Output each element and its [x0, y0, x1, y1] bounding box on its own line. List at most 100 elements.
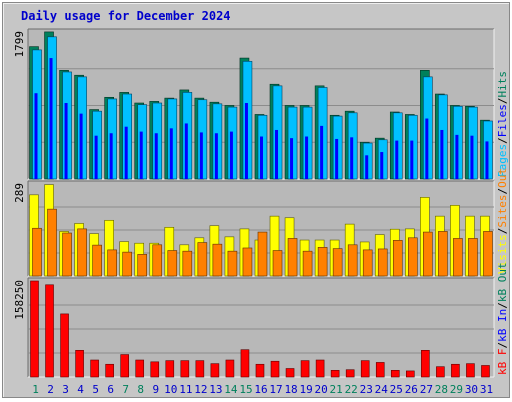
day-label: 12 [194, 383, 207, 396]
bar-kbf [285, 368, 295, 378]
bar-files [470, 135, 474, 179]
bar-kbf [300, 360, 310, 378]
bar-kbf [165, 360, 175, 378]
bar-kbf [60, 313, 69, 378]
day-label: 11 [179, 383, 192, 396]
bar-sites [107, 249, 117, 277]
bar-files [290, 138, 294, 179]
legend-separator: / [496, 98, 509, 105]
bar-kbf [120, 354, 129, 378]
day-label: 23 [360, 383, 373, 396]
bar-kbf [135, 359, 145, 378]
day-label: 1 [32, 383, 39, 396]
legend-item: Out [496, 168, 509, 188]
day-label: 14 [224, 383, 238, 396]
legend-item: Hits [496, 71, 509, 98]
bar-sites [438, 231, 448, 277]
bar-kbf [375, 362, 385, 378]
bar-kbf [330, 370, 340, 378]
bar-files [305, 136, 309, 179]
bar-files [109, 133, 113, 179]
bar-files [214, 133, 218, 179]
day-label: 25 [390, 383, 403, 396]
bar-kbf [345, 369, 355, 378]
chart-frame: Daily usage for December 2024 1799 Pages/… [2, 2, 510, 398]
bar-sites [317, 247, 328, 277]
day-label: 2 [47, 383, 54, 396]
legend-separator: / [496, 188, 509, 195]
bar-kbf [451, 363, 460, 378]
day-label: 21 [330, 383, 343, 396]
bar-kbf [360, 360, 370, 378]
bar-sites [302, 250, 313, 277]
bar-files [139, 131, 143, 179]
bar-files [275, 129, 279, 179]
legend-item: kB In [496, 309, 509, 342]
bar-sites [377, 248, 388, 277]
day-label: 19 [299, 383, 312, 396]
bar-kbf [315, 359, 325, 378]
day-label: 7 [122, 383, 129, 396]
day-label: 29 [450, 383, 463, 396]
bar-kbf [210, 363, 220, 378]
day-label: 27 [420, 383, 433, 396]
day-label: 20 [315, 383, 328, 396]
day-label: 22 [345, 383, 358, 396]
bar-sites [332, 248, 343, 277]
legend-item: Visits [496, 234, 509, 274]
bar-files [184, 123, 188, 179]
max-label-bottom: 158250 [13, 280, 26, 320]
bar-kbf [30, 280, 39, 378]
legend-item: kB Out [496, 262, 509, 302]
bar-files [335, 138, 339, 179]
legend-separator: / [496, 137, 509, 144]
bar-kbf [195, 360, 205, 378]
bar-files [169, 128, 173, 179]
bar-sites [242, 247, 253, 277]
bar-files [425, 118, 429, 179]
legend-item: Files [496, 104, 509, 137]
day-label: 3 [62, 383, 69, 396]
day-label: 5 [92, 383, 99, 396]
bar-kbf [225, 359, 235, 378]
bar-files [199, 132, 203, 179]
bar-kbf [75, 350, 84, 378]
bar-files [34, 93, 38, 179]
legend-separator: / [496, 228, 509, 235]
bar-kbf [240, 349, 250, 378]
bar-files [380, 152, 384, 179]
day-label: 24 [375, 383, 389, 396]
bar-sites [408, 237, 418, 277]
bar-kbf [255, 363, 265, 378]
bar-sites [47, 208, 57, 277]
bar-sites [32, 227, 42, 277]
legend-separator: / [496, 342, 509, 349]
day-label: 31 [480, 383, 493, 396]
bar-kbf [436, 366, 445, 378]
day-label: 17 [269, 383, 282, 396]
bar-files [320, 125, 324, 179]
day-label: 8 [137, 383, 144, 396]
bar-sites [92, 244, 102, 277]
legend-bottom: kB F/kB In/kB Out [496, 262, 509, 375]
bar-files [410, 140, 414, 179]
bar-kbf [421, 350, 430, 378]
bar-files [440, 129, 444, 179]
bar-sites [212, 243, 223, 277]
legend-item: Sites [496, 195, 509, 228]
bar-kbf [481, 365, 490, 378]
bar-sites [287, 238, 298, 277]
day-label: 15 [239, 383, 252, 396]
legend-item: kB F [496, 349, 509, 376]
bar-files [365, 155, 369, 179]
legend-item: Pages [496, 144, 509, 177]
bar-files [485, 141, 489, 179]
day-label: 10 [164, 383, 177, 396]
bar-sites [453, 238, 463, 277]
day-label: 9 [152, 383, 159, 396]
bar-files [259, 136, 263, 179]
day-label: 16 [254, 383, 267, 396]
bar-sites [137, 254, 148, 277]
bar-files [154, 133, 158, 179]
legend-separator: / [496, 302, 509, 309]
